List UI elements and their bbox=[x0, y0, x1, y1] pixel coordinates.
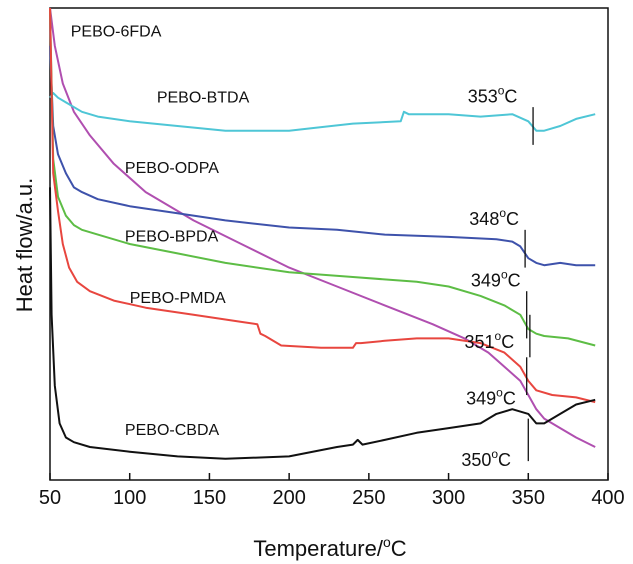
x-tick-label: 250 bbox=[352, 487, 385, 509]
series-label: PEBO-PMDA bbox=[130, 290, 226, 307]
x-tick-label: 350 bbox=[512, 487, 545, 509]
series-line-pebo-btda bbox=[49, 92, 596, 132]
x-tick-label: 50 bbox=[39, 487, 61, 509]
transition-label: 351oC bbox=[465, 329, 515, 352]
series-lines bbox=[49, 7, 596, 460]
series-labels: PEBO-6FDA PEBO-BTDA PEBO-ODPA PEBO-BPDA PEBO… bbox=[71, 23, 250, 439]
series-label: PEBO-BPDA bbox=[125, 229, 219, 246]
series-line-pebo-odpa bbox=[49, 45, 596, 267]
x-tick-label: 400 bbox=[591, 487, 624, 509]
x-tick-label: 150 bbox=[193, 487, 226, 509]
x-tick-label: 200 bbox=[272, 487, 305, 509]
series-line-pebo-cbda bbox=[49, 187, 596, 460]
x-axis-title: Temperature/oC bbox=[253, 534, 406, 561]
y-axis-title: Heat flow/a.u. bbox=[12, 178, 37, 313]
series-label: PEBO-ODPA bbox=[125, 160, 219, 177]
series-label: PEBO-CBDA bbox=[125, 422, 220, 439]
transition-label: 348oC bbox=[469, 206, 519, 229]
x-tick-label: 300 bbox=[432, 487, 465, 509]
x-axis-ticks: 50 100 150 200 250 300 350 400 bbox=[39, 473, 625, 509]
transition-label: 349oC bbox=[471, 267, 521, 290]
transition-label: 349oC bbox=[466, 385, 516, 408]
transition-annotations: 353oC 348oC 349oC 351oC 349oC 350oC bbox=[461, 83, 534, 470]
series-label: PEBO-6FDA bbox=[71, 23, 162, 40]
x-tick-label: 100 bbox=[113, 487, 146, 509]
series-line-pebo-pmda bbox=[49, 7, 596, 404]
transition-label: 350oC bbox=[461, 447, 511, 470]
series-label: PEBO-BTDA bbox=[157, 89, 250, 106]
series-line-pebo-bpda bbox=[49, 7, 596, 347]
series-line-pebo-6fda bbox=[49, 7, 596, 448]
transition-label: 353oC bbox=[468, 83, 518, 106]
